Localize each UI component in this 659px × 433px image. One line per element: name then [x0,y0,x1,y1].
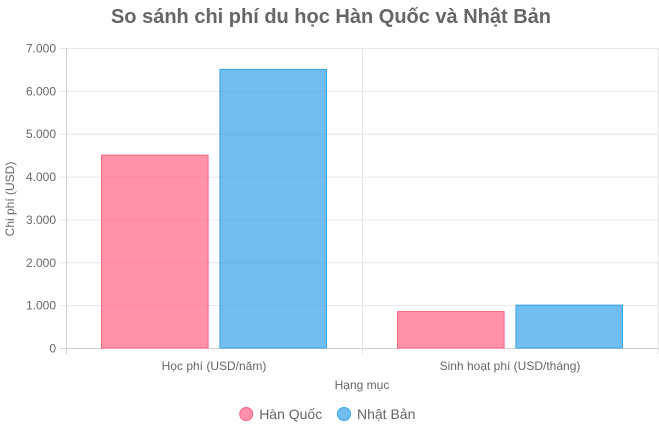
legend-swatch [337,407,351,421]
y-axis-ticks: 0 1.000 2.000 3.000 4.000 5.000 6.000 7.000 [26,42,56,356]
legend-swatch [239,407,254,421]
y-tick-label: 3.000 [26,213,56,227]
bars [101,68,623,349]
legend-item[interactable]: Hàn Quốc [239,406,323,422]
y-tick-label: 5.000 [26,127,56,141]
bar [515,304,623,349]
legend: Hàn Quốc Nhật Bản [239,406,416,422]
y-tick-label: 7.000 [26,42,56,56]
y-tick-label: 0 [49,342,56,356]
legend-label: Nhật Bản [357,406,415,422]
bar [397,311,505,349]
x-tick-label: Sinh hoạt phí (USD/tháng) [440,359,581,373]
bar [101,154,209,349]
x-tick-label: Học phí (USD/năm) [162,359,267,373]
y-tick-label: 4.000 [26,170,56,184]
bar [219,68,327,349]
legend-label: Hàn Quốc [259,406,322,422]
chart-title: So sánh chi phí du học Hàn Quốc và Nhật … [111,6,551,28]
y-tick-label: 6.000 [26,84,56,98]
y-axis-title: Chi phí (USD) [3,162,17,237]
y-tick-label: 2.000 [26,256,56,270]
x-axis-title: Hạng mục [335,378,390,392]
y-tick-label: 1.000 [26,299,56,313]
legend-item[interactable]: Nhật Bản [337,406,416,422]
x-axis-ticks: Học phí (USD/năm) Sinh hoạt phí (USD/thán… [162,359,581,373]
